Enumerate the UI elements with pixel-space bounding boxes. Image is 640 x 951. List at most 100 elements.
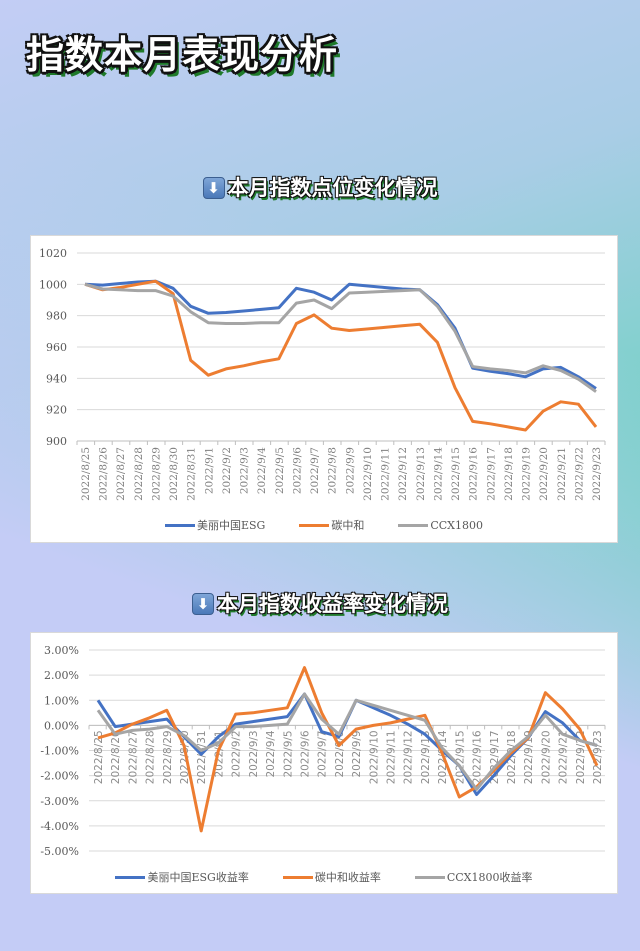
y-tick-label: 980 xyxy=(46,310,67,323)
y-tick-label: 0.00% xyxy=(44,719,79,732)
section-title-text: 本月指数收益率变化情况 xyxy=(217,592,448,616)
series-line xyxy=(84,279,598,432)
x-tick-label: 2022/9/20 xyxy=(538,447,550,501)
section-title-index-points: ⬇ 本月指数点位变化情况 xyxy=(0,172,640,202)
x-tick-label: 2022/9/3 xyxy=(239,447,251,494)
x-tick-label: 2022/8/25 xyxy=(93,730,105,784)
x-tick-label: 2022/9/11 xyxy=(386,730,398,784)
x-tick-label: 2022/8/31 xyxy=(196,730,208,784)
x-tick-label: 2022/9/16 xyxy=(472,730,484,784)
down-arrow-icon: ⬇ xyxy=(192,593,214,615)
legend-item: CCX1800收益率 xyxy=(414,869,533,885)
x-tick-label: 2022/9/19 xyxy=(523,730,535,784)
y-tick-label: -1.00% xyxy=(40,745,79,758)
section-title-text: 本月指数点位变化情况 xyxy=(227,176,438,200)
index-points-line-chart: 900 920 940 960 980 1000 1020 2022/8/25 2022/8/2… xyxy=(30,235,618,543)
legend-swatch-icon xyxy=(115,875,146,879)
legend-label: 碳中和 xyxy=(331,519,365,532)
series-line xyxy=(96,692,598,791)
y-tick-label: 1.00% xyxy=(44,694,79,707)
legend-swatch-icon xyxy=(164,523,195,527)
x-tick-label: 2022/9/2 xyxy=(221,447,233,494)
x-tick-label: 2022/9/5 xyxy=(282,730,294,777)
legend-item: 碳中和收益率 xyxy=(282,869,381,885)
x-tick-label: 2022/9/12 xyxy=(397,447,409,501)
y-tick-label: 1000 xyxy=(39,278,67,291)
chart-plot-area: 900 920 940 960 980 1000 1020 2022/8/25 2022/8/2… xyxy=(39,247,606,501)
x-tick-label: 2022/9/13 xyxy=(420,730,432,784)
x-tick-label: 2022/9/3 xyxy=(248,730,260,777)
y-tick-label: 940 xyxy=(46,372,67,385)
x-tick-label: 2022/9/1 xyxy=(203,447,215,494)
x-tick-label: 2022/9/20 xyxy=(540,730,552,784)
x-tick-label: 2022/9/5 xyxy=(274,447,286,494)
x-tick-label: 2022/9/16 xyxy=(468,447,480,501)
y-tick-label: 900 xyxy=(46,435,67,448)
x-tick-label: 2022/9/13 xyxy=(415,447,427,501)
x-tick-label: 2022/9/14 xyxy=(432,447,444,501)
y-tick-label: 1020 xyxy=(39,247,67,260)
y-tick-label: -2.00% xyxy=(40,770,79,783)
x-tick-label: 2022/8/26 xyxy=(110,730,122,784)
legend-item: 碳中和 xyxy=(299,517,364,533)
series-line xyxy=(97,666,599,833)
x-tick-label: 2022/8/26 xyxy=(98,447,110,501)
x-tick-label: 2022/9/9 xyxy=(351,730,363,777)
x-tick-label: 2022/9/19 xyxy=(521,447,533,501)
legend-label: CCX1800 xyxy=(430,518,484,532)
legend-swatch-icon xyxy=(398,523,429,527)
index-returns-line-chart: -5.00% -4.00% -3.00% -2.00% -1.00% 0.00% 1.00%… xyxy=(30,632,618,894)
x-tick-label: 2022/8/29 xyxy=(150,447,162,501)
x-tick-label: 2022/9/6 xyxy=(299,730,311,777)
y-tick-label: 960 xyxy=(46,341,67,354)
x-tick-label: 2022/9/18 xyxy=(503,447,515,501)
legend-item: 美丽中国ESG收益率 xyxy=(115,869,249,885)
y-tick-label: 920 xyxy=(46,404,67,417)
x-tick-label: 2022/8/25 xyxy=(80,447,92,501)
x-tick-label: 2022/9/17 xyxy=(485,447,497,501)
x-tick-label: 2022/9/15 xyxy=(450,447,462,501)
x-tick-label: 2022/9/8 xyxy=(327,447,339,494)
series-line xyxy=(84,279,597,390)
y-tick-label: 3.00% xyxy=(44,644,79,657)
x-tick-label: 2022/9/18 xyxy=(506,730,518,784)
series-line xyxy=(84,282,597,393)
x-tick-label: 2022/9/9 xyxy=(344,447,356,494)
x-tick-label: 2022/8/28 xyxy=(133,447,145,501)
x-tick-label: 2022/8/28 xyxy=(145,730,157,784)
x-tick-label: 2022/8/30 xyxy=(168,447,180,501)
x-tick-label: 2022/9/22 xyxy=(573,447,585,501)
x-tick-label: 2022/9/6 xyxy=(291,447,303,494)
y-tick-label: -5.00% xyxy=(40,845,79,858)
x-tick-label: 2022/8/27 xyxy=(127,730,139,784)
x-tick-label: 2022/9/7 xyxy=(309,447,321,494)
x-tick-label: 2022/8/27 xyxy=(115,447,127,501)
section-title-index-returns: ⬇ 本月指数收益率变化情况 xyxy=(0,588,640,618)
chart-legend: 美丽中国ESG 碳中和 CCX1800 xyxy=(31,517,617,533)
chart-legend: 美丽中国ESG收益率 碳中和收益率 CCX1800收益率 xyxy=(31,869,617,885)
legend-label: 美丽中国ESG收益率 xyxy=(147,871,249,884)
down-arrow-icon: ⬇ xyxy=(202,177,225,199)
legend-label: 碳中和收益率 xyxy=(314,871,381,884)
x-tick-label: 2022/9/22 xyxy=(575,730,587,784)
x-tick-label: 2022/9/12 xyxy=(403,730,415,784)
x-tick-label: 2022/8/29 xyxy=(162,730,174,784)
y-tick-label: 2.00% xyxy=(44,669,79,682)
x-tick-label: 2022/9/21 xyxy=(558,730,570,784)
legend-label: CCX1800收益率 xyxy=(446,871,533,884)
x-tick-label: 2022/9/11 xyxy=(380,447,392,501)
legend-label: 美丽中国ESG xyxy=(196,519,266,532)
legend-item: 美丽中国ESG xyxy=(164,517,266,533)
x-tick-label: 2022/9/4 xyxy=(265,730,277,777)
x-tick-label: 2022/9/10 xyxy=(368,730,380,784)
legend-item: CCX1800 xyxy=(398,517,483,533)
chart-plot-area: -5.00% -4.00% -3.00% -2.00% -1.00% 0.00% 1.00%… xyxy=(40,644,606,858)
legend-swatch-icon xyxy=(299,523,330,527)
x-tick-label: 2022/9/2 xyxy=(231,730,243,777)
x-tick-label: 2022/9/4 xyxy=(256,447,268,494)
y-tick-label: -3.00% xyxy=(40,795,79,808)
x-tick-label: 2022/9/21 xyxy=(556,447,568,501)
legend-swatch-icon xyxy=(282,875,313,879)
x-tick-label: 2022/9/7 xyxy=(317,730,329,777)
page-title: 指数本月表现分析 xyxy=(26,33,339,77)
